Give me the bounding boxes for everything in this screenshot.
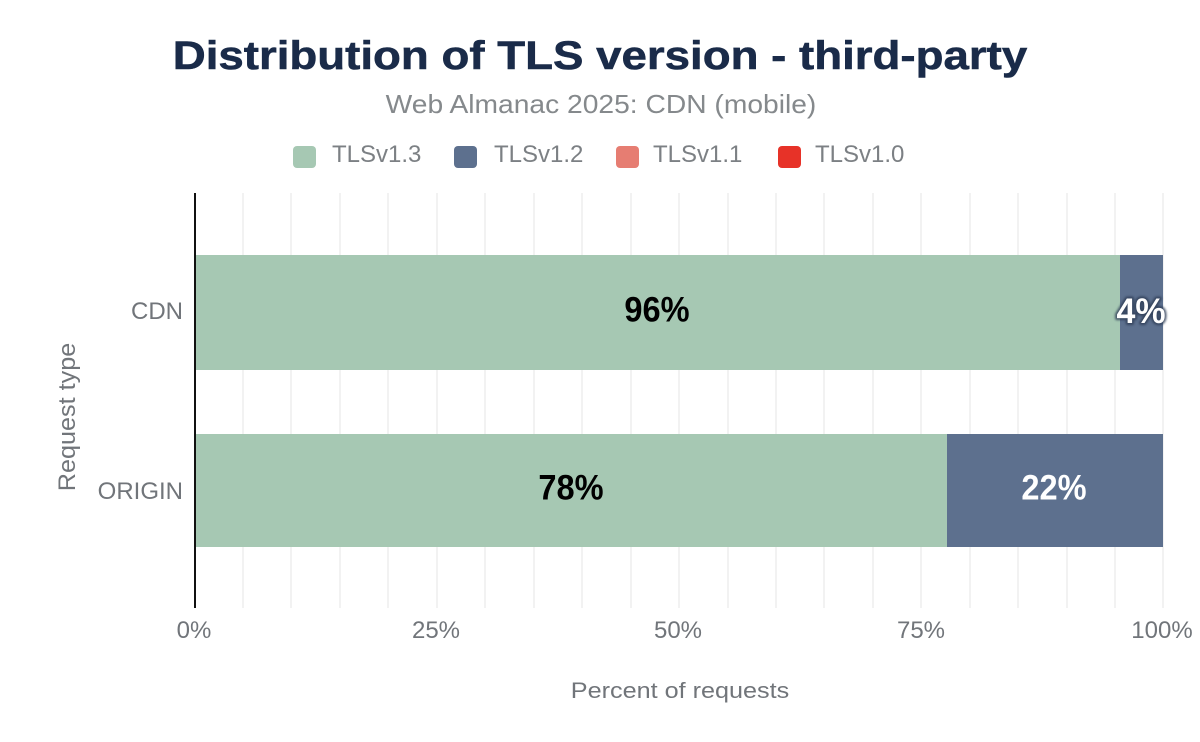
svg-text:4%: 4% <box>1116 293 1165 332</box>
svg-text:4%: 4% <box>1116 293 1165 332</box>
